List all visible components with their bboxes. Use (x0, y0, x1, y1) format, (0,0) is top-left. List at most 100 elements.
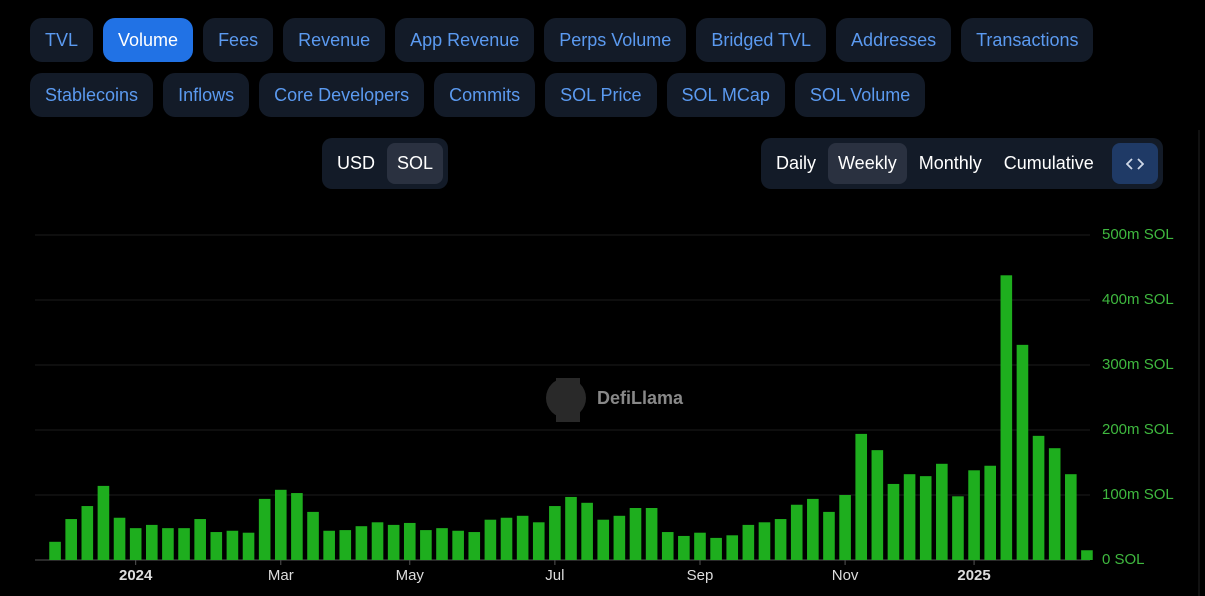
bar (420, 530, 432, 560)
bar (645, 508, 658, 560)
bar (855, 433, 868, 560)
tab-button[interactable]: SOL Volume (794, 73, 926, 117)
bar (387, 524, 400, 560)
bar (1048, 448, 1061, 560)
bar (274, 489, 287, 560)
unit-button[interactable]: USD (337, 153, 376, 173)
unit-button[interactable]: SOL (387, 143, 444, 184)
tab-button[interactable]: Commits (434, 73, 536, 117)
bar (323, 530, 335, 560)
x-tick-label: Jul (545, 567, 564, 584)
bar (468, 532, 481, 560)
embed-icon (1125, 157, 1144, 170)
bar (694, 532, 706, 560)
bar (1032, 435, 1045, 560)
bar (49, 541, 61, 560)
bar (178, 528, 190, 560)
bar (355, 526, 368, 560)
bar (210, 532, 223, 560)
bar (581, 502, 593, 560)
bar (226, 530, 239, 560)
bar (258, 498, 271, 560)
bar (549, 506, 561, 560)
tab-button[interactable]: Transactions (961, 18, 1094, 62)
x-tick-label: Sep (687, 567, 714, 584)
period-button[interactable]: Monthly (918, 153, 982, 173)
bar (403, 522, 416, 560)
tab-button[interactable]: App Revenue (395, 18, 535, 62)
x-tick-label: Mar (268, 567, 294, 584)
watermark-logo (546, 378, 586, 422)
tab-button[interactable]: Fees (203, 18, 274, 62)
bar (984, 465, 997, 560)
tab-button[interactable]: Addresses (836, 18, 952, 62)
bar (597, 519, 610, 560)
y-tick-label: 400m SOL (1102, 291, 1174, 308)
period-button[interactable]: Cumulative (1003, 153, 1094, 173)
bar (742, 524, 755, 560)
bar (371, 522, 384, 560)
bar (758, 522, 771, 560)
bar (952, 496, 964, 560)
bar (661, 532, 674, 560)
bar (774, 519, 787, 560)
bar (710, 537, 722, 560)
bar (903, 474, 916, 560)
x-tick-label: May (396, 567, 425, 584)
bar (484, 519, 497, 560)
bar (162, 528, 174, 560)
bar (936, 463, 948, 560)
bar (1065, 474, 1077, 560)
watermark: DefiLlama (597, 388, 684, 408)
bar (452, 530, 464, 560)
bar (194, 519, 206, 560)
tab-button[interactable]: Core Developers (259, 73, 425, 117)
bar (242, 532, 255, 560)
tab-button[interactable]: Stablecoins (30, 73, 154, 117)
period-button[interactable]: Daily (776, 153, 817, 173)
tab-button[interactable]: SOL Price (545, 73, 657, 117)
tab-button[interactable]: TVL (30, 18, 94, 62)
x-tick-label: 2024 (119, 567, 153, 584)
y-tick-label: 100m SOL (1102, 486, 1174, 503)
period-button[interactable]: Weekly (828, 143, 907, 184)
bar (629, 508, 642, 560)
tab-button[interactable]: Inflows (163, 73, 250, 117)
bar (145, 524, 158, 560)
tab-button[interactable]: SOL MCap (666, 73, 785, 117)
bar (823, 511, 835, 560)
bar (807, 498, 819, 560)
bar (113, 517, 126, 560)
bar (968, 470, 980, 560)
y-tick-label: 500m SOL (1102, 226, 1174, 243)
bar (291, 493, 303, 560)
tab-bar: TVL Volume Fees Revenue App Revenue Perps Vol… (30, 18, 1180, 117)
bar (565, 496, 577, 560)
unit-toggle: USD SOL (322, 138, 449, 189)
bar (790, 504, 803, 560)
bar (532, 522, 545, 560)
bar (1081, 550, 1093, 560)
tab-button[interactable]: Revenue (283, 18, 386, 62)
x-tick-label: Nov (832, 567, 859, 584)
bar (1000, 275, 1013, 560)
tab-button[interactable]: Perps Volume (544, 18, 687, 62)
bar (613, 515, 626, 560)
y-tick-label: 300m SOL (1102, 356, 1174, 373)
period-toggle: Daily Weekly Monthly Cumulative (761, 138, 1163, 189)
bar (919, 476, 932, 560)
bar (871, 450, 884, 560)
tab-button[interactable]: Bridged TVL (696, 18, 827, 62)
x-tick-label: 2025 (957, 567, 990, 584)
bar (887, 483, 900, 560)
tab-button[interactable]: Volume (103, 18, 194, 62)
embed-button[interactable] (1111, 143, 1158, 184)
bar (726, 535, 739, 560)
bar (516, 515, 529, 560)
y-tick-label: 0 SOL (1102, 551, 1145, 568)
bar (1016, 344, 1029, 560)
bar (339, 530, 352, 560)
bar (678, 535, 690, 560)
